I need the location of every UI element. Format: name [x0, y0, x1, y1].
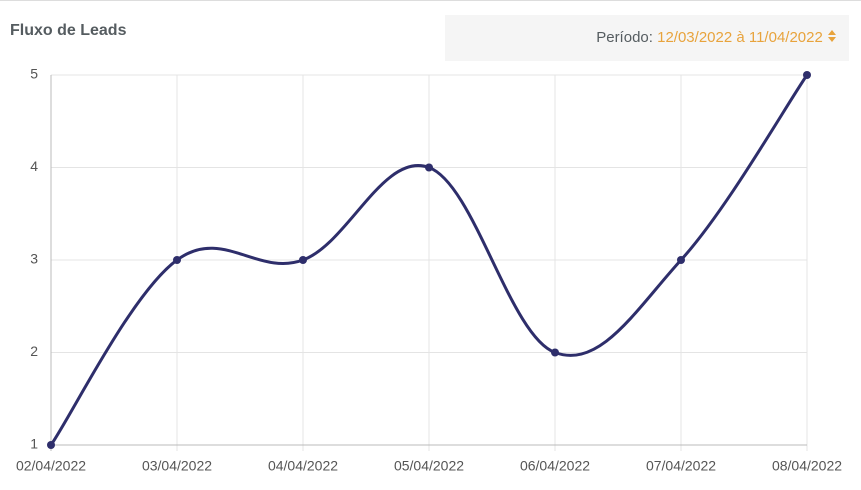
point: [173, 256, 181, 264]
x-tick-label: 05/04/2022: [394, 458, 464, 474]
x-tick-label: 03/04/2022: [142, 458, 212, 474]
point: [47, 441, 55, 449]
x-tick-label: 02/04/2022: [16, 458, 86, 474]
point: [803, 71, 811, 79]
y-tick-label: 5: [30, 66, 38, 82]
point: [677, 256, 685, 264]
y-tick-label: 2: [30, 343, 38, 359]
sort-icon[interactable]: [827, 29, 837, 43]
chart-title: Fluxo de Leads: [10, 22, 127, 39]
x-tick-label: 04/04/2022: [268, 458, 338, 474]
period-label: Período:: [596, 29, 653, 46]
point: [299, 256, 307, 264]
y-tick-label: 4: [30, 158, 38, 174]
period-value[interactable]: 12/03/2022 à 11/04/2022: [657, 29, 823, 46]
y-tick-label: 3: [30, 251, 38, 267]
point: [551, 348, 559, 357]
y-tick-label: 1: [30, 436, 38, 452]
x-tick-label: 06/04/2022: [520, 458, 590, 474]
x-tick-label: 08/04/2022: [772, 458, 842, 474]
x-tick-label: 07/04/2022: [646, 458, 716, 474]
period-selector[interactable]: Período: 12/03/2022 à 11/04/2022: [445, 15, 849, 61]
point: [425, 163, 433, 172]
